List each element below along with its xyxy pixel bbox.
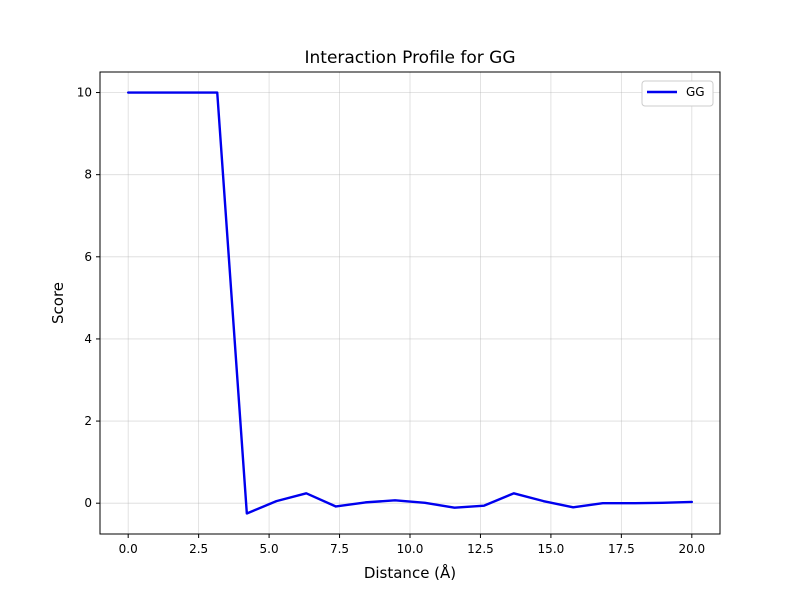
- y-axis-ticks: 0 2 4 6 8 10: [77, 86, 100, 510]
- y-tick-label: 6: [84, 250, 92, 264]
- chart-title: Interaction Profile for GG: [304, 48, 515, 68]
- x-tick-label: 15.0: [538, 542, 565, 556]
- x-tick-label: 7.5: [330, 542, 349, 556]
- x-tick-label: 10.0: [397, 542, 424, 556]
- y-tick-label: 2: [84, 414, 92, 428]
- y-tick-label: 0: [84, 496, 92, 510]
- legend-box: [641, 80, 714, 107]
- x-tick-label: 20.0: [678, 542, 705, 556]
- y-tick-label: 10: [77, 86, 92, 100]
- legend-label-gg: GG: [686, 85, 705, 99]
- x-axis-ticks: 0.0 2.5 5.0 7.5 10.0 12.5 15.0 17.5 20.0: [119, 534, 705, 556]
- series-line-gg: [126, 91, 694, 515]
- y-axis-label: Score: [49, 282, 67, 324]
- x-tick-label: 5.0: [260, 542, 279, 556]
- x-tick-label: 0.0: [119, 542, 138, 556]
- series-group: [126, 91, 694, 515]
- x-axis-label: Distance (Å): [364, 563, 456, 582]
- legend: GG: [641, 80, 714, 107]
- y-tick-label: 8: [84, 168, 92, 182]
- y-tick-label: 4: [84, 332, 92, 346]
- x-tick-label: 17.5: [608, 542, 635, 556]
- x-tick-label: 12.5: [467, 542, 494, 556]
- x-tick-label: 2.5: [189, 542, 208, 556]
